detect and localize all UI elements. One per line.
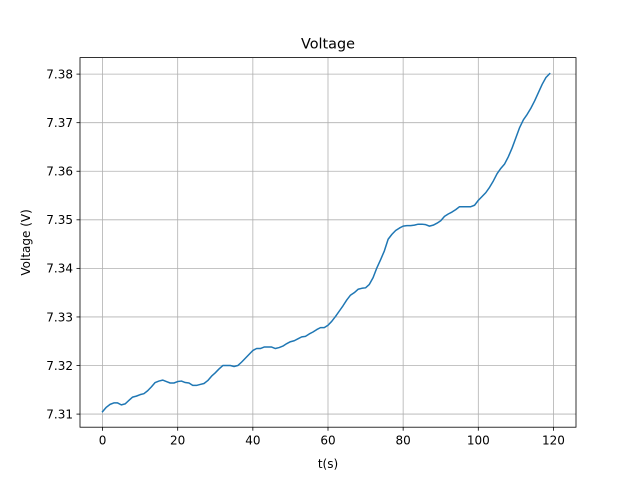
x-tick-label: 80 (396, 434, 411, 448)
y-tick-label: 7.36 (46, 165, 73, 179)
chart-title: Voltage (301, 37, 355, 53)
y-axis-label: Voltage (V) (19, 209, 33, 275)
y-tick-label: 7.34 (46, 262, 73, 276)
x-tick-label: 20 (170, 434, 185, 448)
y-tick-label: 7.31 (46, 407, 73, 421)
y-tick-label: 7.32 (46, 359, 73, 373)
y-tick-label: 7.35 (46, 213, 73, 227)
x-tick-label: 60 (320, 434, 335, 448)
x-axis-label: t(s) (318, 457, 338, 471)
ticks: 0 20 40 60 80 100 120 7.31 7.32 7.33 7.34 7.35 7.36 7… (46, 67, 565, 447)
x-tick-label: 120 (542, 434, 565, 448)
grid (80, 57, 576, 428)
x-tick-label: 100 (467, 434, 490, 448)
y-tick-label: 7.38 (46, 67, 73, 81)
voltage-series-line (101, 72, 551, 413)
series-layer (101, 72, 551, 413)
y-tick-label: 7.37 (46, 116, 73, 130)
x-tick-label: 0 (99, 434, 107, 448)
y-tick-label: 7.33 (46, 310, 73, 324)
x-tick-label: 40 (245, 434, 260, 448)
